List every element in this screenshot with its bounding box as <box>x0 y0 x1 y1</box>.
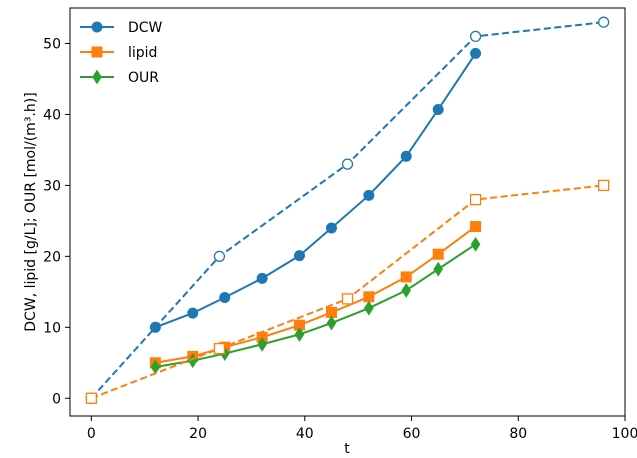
x-tick-label: 100 <box>612 426 637 442</box>
data-point-lipid <box>400 271 412 283</box>
data-point-dcw <box>293 250 305 262</box>
data-point-dcw <box>432 103 444 115</box>
legend-label: lipid <box>128 45 157 61</box>
series-layer <box>85 16 610 404</box>
legend-marker <box>92 69 102 85</box>
data-point-our <box>257 336 267 352</box>
x-axis-label: t <box>344 441 350 457</box>
series-line-our <box>155 243 477 369</box>
data-point-our <box>326 315 337 331</box>
data-point-dashed-4 <box>598 179 610 192</box>
data-point-our <box>294 326 305 342</box>
data-point-dashed-4 <box>469 193 482 206</box>
x-tick-label: 60 <box>403 426 421 442</box>
data-point-our <box>433 261 444 277</box>
plot-frame <box>69 7 626 417</box>
y-tick-label: 30 <box>43 178 61 194</box>
data-point-dcw <box>219 292 231 304</box>
data-point-dcw <box>256 272 268 284</box>
y-tick-label: 20 <box>43 249 61 265</box>
series-line-dcw <box>155 52 477 329</box>
data-point-dcw <box>363 189 375 201</box>
data-point-dcw <box>187 307 199 319</box>
ticks-layer: 0 20 40 60 80 100 0 10 20 30 40 50 <box>43 36 637 442</box>
legend-entry-our: OUR <box>80 69 159 86</box>
legend-label: OUR <box>128 70 159 86</box>
data-point-our <box>470 236 481 252</box>
y-tick-label: 40 <box>43 107 61 123</box>
y-tick-label: 10 <box>43 320 61 336</box>
x-tick-label: 0 <box>87 426 96 442</box>
x-tick-label: 40 <box>296 426 314 442</box>
data-point-our <box>401 282 411 298</box>
y-tick-label: 50 <box>43 36 61 52</box>
data-point-dcw <box>400 150 412 162</box>
data-point-dashed-3 <box>469 30 482 43</box>
legend-entry-dcw: DCW <box>80 20 163 36</box>
y-tick-label: 0 <box>52 391 61 407</box>
y-axis-label: DCW, lipid [g/L]; OUR [mol/(m³.h)] <box>23 92 39 331</box>
data-point-lipid <box>470 221 482 233</box>
legend-marker <box>91 21 103 33</box>
data-point-dashed-4 <box>213 342 226 355</box>
data-point-dashed-3 <box>598 16 610 28</box>
data-point-lipid <box>363 291 375 303</box>
x-tick-label: 80 <box>509 426 527 442</box>
x-tick-label: 20 <box>189 426 207 442</box>
data-point-our <box>364 300 374 316</box>
series-our <box>150 236 481 375</box>
legend-entry-lipid: lipid <box>80 45 157 61</box>
data-point-dcw <box>470 47 482 59</box>
legend: DCW lipid OUR <box>80 20 163 86</box>
data-point-dashed-3 <box>341 158 354 170</box>
data-point-dashed-3 <box>213 250 226 262</box>
data-point-lipid <box>432 248 444 260</box>
legend-marker <box>91 46 103 58</box>
series-dcw <box>149 47 482 333</box>
legend-label: DCW <box>128 20 163 36</box>
plot-area <box>70 8 625 416</box>
data-point-dashed-4 <box>85 392 97 404</box>
data-point-dashed-4 <box>341 293 354 305</box>
series-dashed-4 <box>85 179 610 404</box>
data-point-dcw <box>325 222 337 234</box>
